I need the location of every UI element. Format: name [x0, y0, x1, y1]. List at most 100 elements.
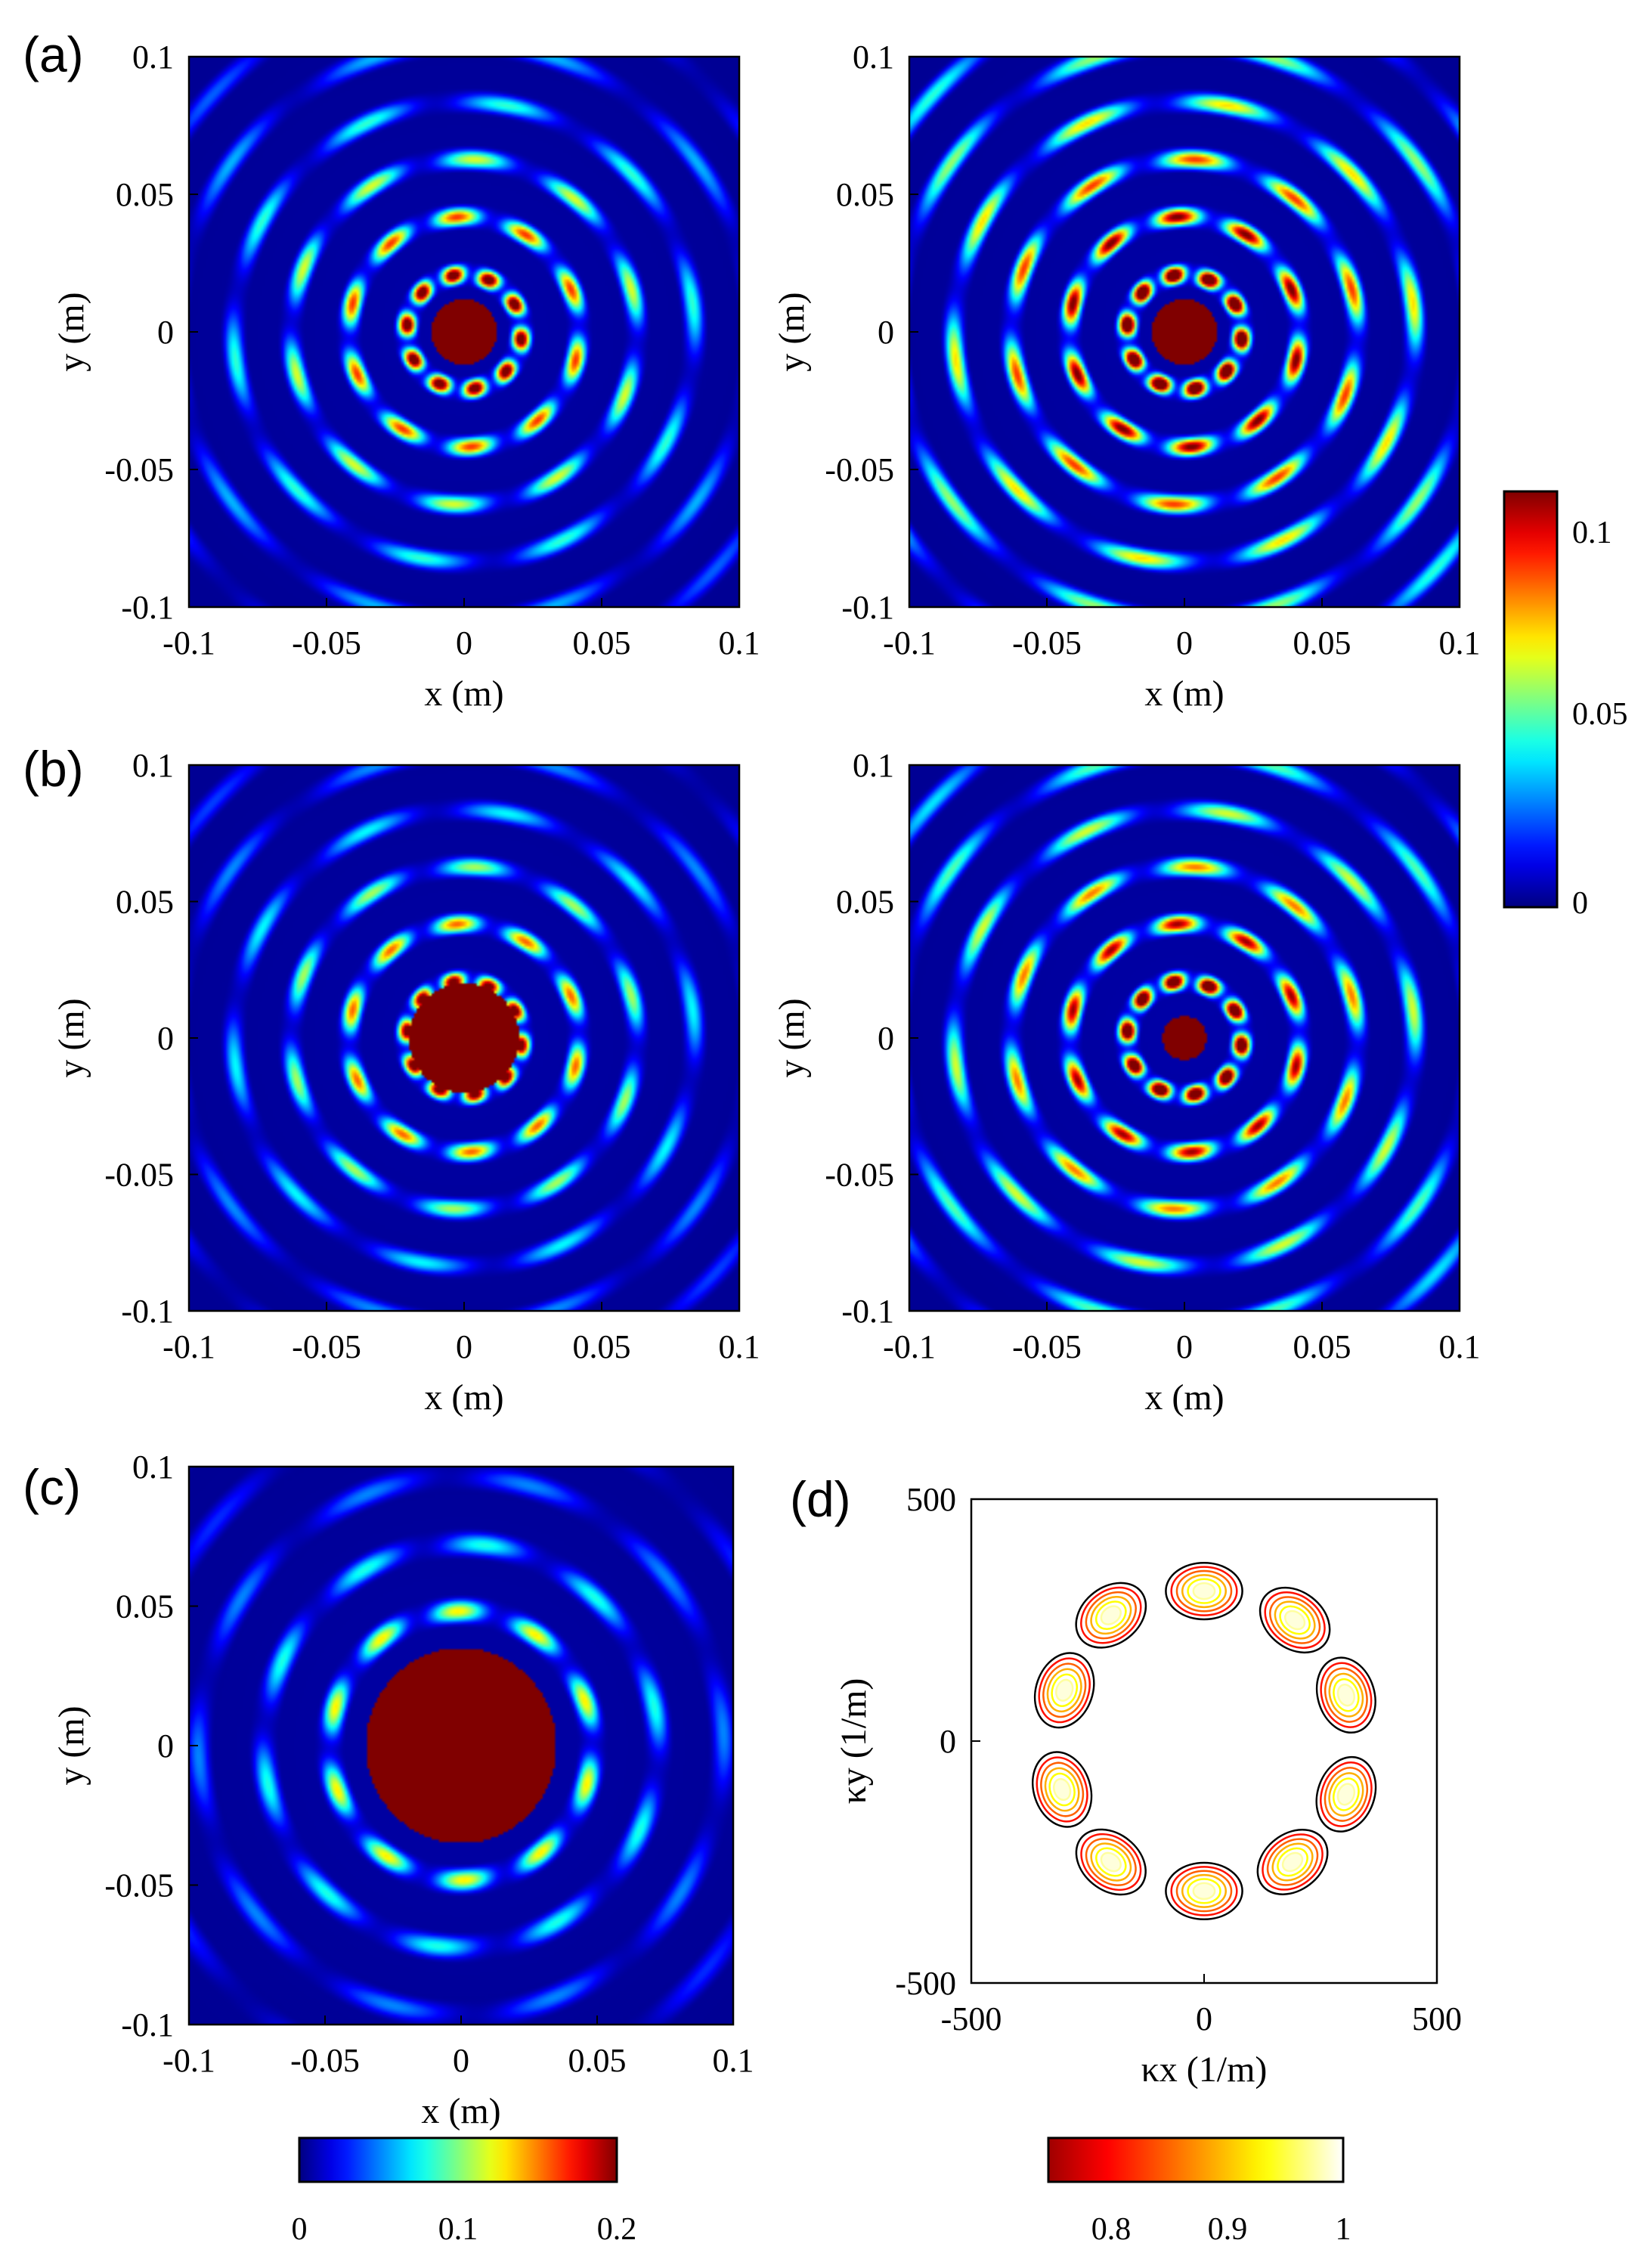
x-tick-label: -0.05: [292, 1328, 361, 1365]
y-tick-label: -0.1: [121, 589, 174, 626]
contour-line: [1333, 1777, 1360, 1811]
contour-peak: [1031, 1751, 1093, 1828]
y-axis-label: y (m): [51, 1706, 91, 1785]
x-tick-label: -0.1: [883, 624, 936, 662]
contour-line: [1170, 1566, 1238, 1616]
heatmap-image: [909, 57, 1460, 607]
y-tick-label: -0.1: [121, 1293, 174, 1330]
contour-line: [1100, 1605, 1122, 1625]
contour-line: [1266, 1838, 1319, 1886]
contour-line: [1175, 1569, 1233, 1613]
contour-line: [1085, 1838, 1137, 1886]
x-tick-label: 0: [456, 624, 472, 662]
contour-peak: [1075, 1582, 1147, 1649]
colorbar-2-tick: 0.1: [438, 2212, 478, 2247]
contour-line: [1075, 1828, 1147, 1896]
x-tick-label: 0.05: [1293, 624, 1351, 662]
heatmap-image: [909, 765, 1460, 1311]
colorbar-1-tick: 0.1: [1572, 516, 1612, 550]
contour-line: [1279, 1605, 1311, 1635]
panel-label: (a): [23, 26, 84, 82]
x-axis-label: x (m): [1144, 674, 1224, 714]
y-axis-label: y (m): [51, 292, 91, 371]
contour-line: [1031, 1751, 1093, 1828]
contour-peak: [1165, 1561, 1243, 1621]
contour-line: [1042, 1662, 1087, 1718]
contour-line: [1283, 1610, 1306, 1631]
x-axis-label: x (m): [421, 2091, 500, 2131]
x-tick-label: 0.1: [713, 2042, 754, 2079]
contour-line: [1051, 1673, 1079, 1707]
panel-5: -0.1 -0.05 0 0.05 0.1 0.1 0.05 0 -0.05 -0.1 x (m) y…: [23, 1448, 754, 2131]
x-tick-label: -0.1: [163, 2042, 215, 2079]
x-tick-label: -500: [941, 2000, 1002, 2037]
x-tick-label: -0.1: [883, 1328, 936, 1365]
contour-line: [1055, 1678, 1074, 1702]
contour-line: [1269, 1596, 1321, 1644]
heatmap-image: [189, 1467, 733, 2025]
x-tick-label: 0: [453, 2042, 469, 2079]
contour-peak: [1165, 1861, 1243, 1921]
panel-4: -0.1 -0.05 0 0.05 0.1 0.1 0.05 0 -0.05 -0.1 x (m) y…: [772, 747, 1481, 1418]
contour-peak: [1075, 1828, 1147, 1896]
contour-line: [1085, 1591, 1137, 1640]
y-tick-label: -0.05: [825, 451, 894, 488]
contour-line: [1315, 1755, 1377, 1833]
contour-line: [1336, 1684, 1355, 1707]
y-tick-label: 0.05: [116, 1588, 174, 1625]
x-axis-label: x (m): [424, 1377, 503, 1418]
y-tick-label: 0: [878, 314, 894, 351]
y-tick-label: -0.1: [841, 589, 894, 626]
contour-line: [1336, 1783, 1356, 1806]
contour-line: [1277, 1847, 1308, 1877]
x-tick-label: 0.1: [719, 1328, 760, 1365]
x-tick-label: 0.1: [719, 624, 760, 662]
y-tick-label: 0.1: [853, 39, 894, 76]
contour-line: [1090, 1842, 1132, 1882]
y-tick-label: 0: [157, 1020, 174, 1057]
y-tick-label: 0.1: [132, 747, 174, 784]
x-tick-label: 0: [1176, 1328, 1193, 1365]
contour-line: [1165, 1861, 1243, 1921]
panel-label: (d): [790, 1471, 851, 1527]
colorbar-3-tick: 0.9: [1208, 2212, 1248, 2247]
contour-line: [1328, 1672, 1364, 1718]
y-axis-label: y (m): [772, 998, 812, 1077]
x-tick-label: 0.1: [1439, 1328, 1481, 1365]
y-tick-label: 0: [878, 1020, 894, 1057]
contour-line: [1046, 1668, 1082, 1713]
x-tick-label: 0.05: [568, 2042, 627, 2079]
x-tick-label: -0.05: [1012, 1328, 1082, 1365]
panel-label: (c): [23, 1459, 81, 1515]
colorbar-1-tick: 0.05: [1572, 697, 1628, 732]
colorbar-2-gradient: [298, 2136, 618, 2183]
x-tick-label: 0.1: [1439, 624, 1481, 662]
y-tick-label: -0.1: [121, 2006, 174, 2043]
contour-line: [1090, 1596, 1132, 1635]
colorbar-3: 0.8 0.9 1: [1047, 2136, 1351, 2247]
contour-line: [1315, 1656, 1376, 1734]
x-tick-label: -0.05: [292, 624, 361, 662]
heatmap-image: [189, 57, 739, 607]
contour-line: [1080, 1586, 1142, 1644]
y-tick-label: 0.1: [853, 747, 894, 784]
contour-line: [1264, 1591, 1326, 1649]
contour-line: [1274, 1600, 1316, 1640]
contour-peak: [1315, 1656, 1376, 1734]
contour-line: [1256, 1829, 1329, 1895]
panel-2: -0.1 -0.05 0 0.05 0.1 0.1 0.05 0 -0.05 -0.1 x (m) y…: [772, 39, 1481, 714]
contour-line: [1281, 1851, 1304, 1873]
contour-line: [1165, 1561, 1243, 1621]
contour-line: [1044, 1767, 1080, 1812]
contour-line: [1320, 1761, 1373, 1827]
contour-line: [1048, 1772, 1076, 1807]
contour-line: [1038, 1657, 1091, 1724]
y-tick-label: 0.05: [836, 176, 894, 213]
y-axis-label: y (m): [51, 998, 91, 1077]
contour-line: [1259, 1586, 1331, 1654]
contour-line: [1320, 1662, 1373, 1728]
y-tick-label: -500: [895, 1965, 956, 2002]
panel-6: -500 0 500 500 0 -500 κx (1/m) κy (1/m) (d): [790, 1471, 1462, 2090]
x-tick-label: 0.05: [573, 624, 631, 662]
